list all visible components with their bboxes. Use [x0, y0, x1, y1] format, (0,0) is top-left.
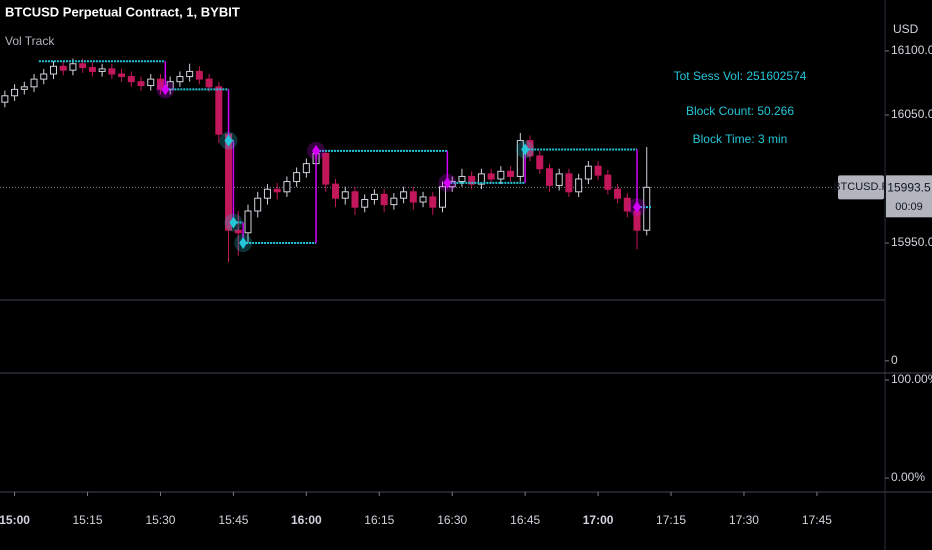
info-text: Block Time: 3 min: [693, 132, 788, 146]
candle-body: [536, 155, 544, 170]
chart-title: BTCUSD Perpetual Contract, 1, BYBIT: [5, 4, 240, 19]
candle-body: [419, 196, 427, 203]
y-tick-label: 15950.0: [891, 235, 932, 249]
candle-body: [40, 73, 48, 80]
candle-body: [409, 191, 417, 203]
candle-body: [516, 140, 524, 177]
candle-body: [575, 178, 583, 193]
candle-body: [254, 197, 262, 212]
candle-body: [361, 198, 369, 208]
axis-unit: USD: [893, 22, 919, 36]
candle-body: [458, 175, 466, 183]
info-text: Tot Sess Vol: 251602574: [674, 69, 807, 83]
candle-body: [477, 173, 485, 185]
candle-body: [283, 181, 291, 193]
candle-body: [49, 65, 57, 75]
candle-body: [390, 197, 398, 206]
y-tick-label: 0.00%: [891, 470, 925, 484]
candle-body: [108, 68, 116, 75]
x-tick-label: 17:45: [802, 513, 832, 527]
candle-body: [594, 165, 602, 176]
candle-body: [545, 168, 553, 186]
candle-body: [497, 170, 505, 180]
candle-body: [59, 65, 67, 71]
candle-body: [623, 197, 631, 212]
candle-body: [186, 70, 194, 78]
candle-body: [1, 95, 9, 103]
candle-body: [604, 174, 612, 190]
candle-body: [127, 76, 135, 83]
x-tick-label: 16:00: [291, 513, 322, 527]
x-tick-label: 17:30: [729, 513, 759, 527]
candle-body: [507, 170, 515, 177]
candle-body: [137, 81, 145, 87]
candle-body: [555, 173, 563, 186]
candle-body: [439, 186, 446, 208]
countdown: 00:09: [895, 201, 923, 213]
candle-body: [118, 73, 126, 78]
candle-body: [614, 188, 622, 199]
candle-body: [302, 163, 310, 174]
marker: [229, 216, 238, 229]
candle-body: [88, 67, 96, 72]
candle-body: [30, 78, 38, 88]
x-tick-label: 16:30: [437, 513, 467, 527]
x-tick-label: 17:00: [583, 513, 614, 527]
candle-body: [487, 173, 495, 180]
x-tick-label: 15:45: [218, 513, 248, 527]
candle-body: [244, 210, 252, 234]
candle-body: [69, 63, 77, 71]
candle-body: [79, 63, 87, 69]
candle-body: [429, 196, 437, 208]
info-text: Block Count: 50.266: [686, 104, 794, 118]
x-tick-label: 15:00: [0, 513, 30, 527]
candle-body: [351, 191, 359, 208]
candle-body: [293, 172, 301, 183]
candle-body: [322, 152, 330, 185]
marker: [239, 237, 248, 250]
candle-body: [195, 70, 203, 80]
candle-body: [332, 183, 340, 199]
x-tick-label: 17:15: [656, 513, 686, 527]
marker: [161, 83, 170, 96]
candle-body: [341, 191, 349, 199]
candle-body: [370, 193, 378, 200]
y-tick-label: 16050.0: [891, 107, 932, 121]
candle-body: [205, 78, 213, 88]
marker: [443, 176, 452, 189]
candle-body: [468, 175, 476, 185]
candle-body: [400, 191, 408, 199]
x-tick-label: 16:15: [364, 513, 394, 527]
candle-body: [273, 188, 281, 193]
x-tick-label: 15:30: [145, 513, 175, 527]
candle-body: [380, 193, 388, 206]
marker: [633, 201, 642, 214]
symbol-label: BTCUSD.P: [833, 181, 889, 193]
y-tick-label: 0: [891, 353, 898, 367]
symbol-label-box: [838, 175, 884, 200]
x-tick-label: 15:15: [73, 513, 103, 527]
candle-body: [234, 229, 242, 234]
candle-body: [584, 165, 592, 180]
candle-body: [215, 86, 223, 135]
candle-body: [156, 78, 164, 90]
candle-body: [263, 188, 271, 199]
x-tick-label: 16:45: [510, 513, 540, 527]
candle-body: [98, 68, 106, 72]
y-tick-label: 16100.0: [891, 43, 932, 57]
indicator-name: Vol Track: [5, 34, 55, 48]
candle-body: [176, 76, 184, 83]
price-label: 15993.5: [887, 180, 931, 194]
marker: [312, 144, 321, 157]
candle-body: [565, 173, 573, 193]
marker: [224, 134, 233, 147]
price-label-box: [886, 175, 932, 218]
candle-body: [147, 78, 155, 87]
marker: [521, 143, 530, 156]
y-tick-label: 100.00%: [891, 372, 932, 386]
candle-body: [643, 186, 651, 231]
candle-body: [11, 88, 19, 97]
candle-body: [20, 86, 28, 90]
